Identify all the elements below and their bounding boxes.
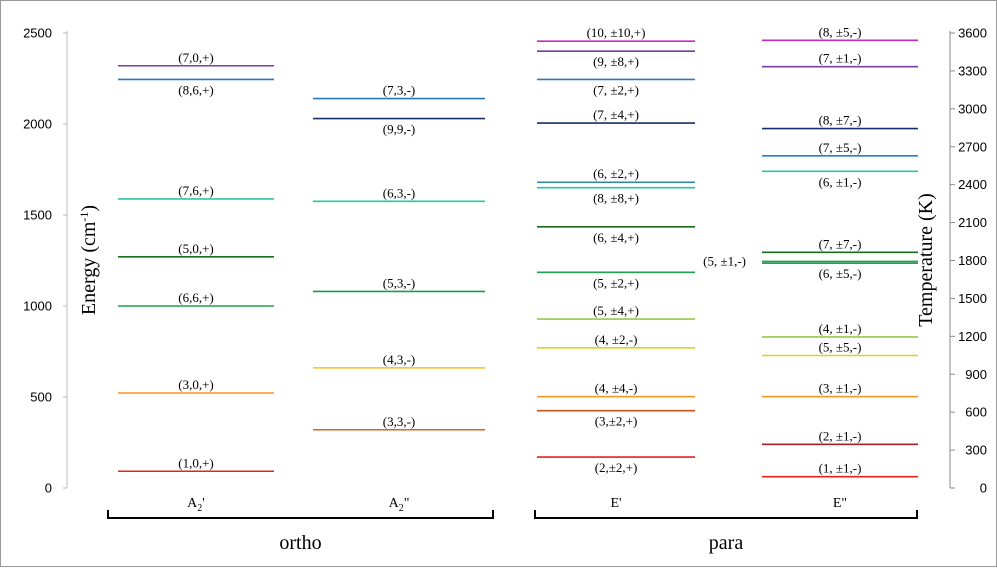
right-tick-label: 600 bbox=[965, 405, 987, 420]
left-tick-label: 2000 bbox=[23, 117, 52, 132]
right-tick-label: 3300 bbox=[958, 63, 987, 78]
group-label: para bbox=[709, 532, 744, 554]
energy-level-label: (7, ±7,-) bbox=[819, 236, 862, 251]
right-axis-title: Temperature (K) bbox=[915, 193, 937, 327]
energy-level-label: (5, ±2,+) bbox=[593, 275, 639, 290]
energy-level-label: (8, ±5,-) bbox=[819, 24, 862, 39]
energy-level-label: (2, ±1,-) bbox=[819, 428, 862, 443]
energy-level-label: (6, ±1,-) bbox=[819, 174, 862, 189]
energy-level-label: (8, ±8,+) bbox=[593, 191, 639, 206]
left-tick-label: 2500 bbox=[23, 26, 52, 41]
energy-level-label: (5,0,+) bbox=[178, 241, 214, 256]
group-bracket bbox=[107, 510, 494, 519]
symmetry-label: E' bbox=[610, 496, 621, 511]
symmetry-label: A2" bbox=[389, 496, 410, 514]
energy-level-label: (7, ±2,+) bbox=[593, 82, 639, 97]
right-tick-label: 3600 bbox=[958, 26, 987, 41]
energy-level-label: (7, ±4,+) bbox=[593, 107, 639, 122]
energy-level-label: (3,0,+) bbox=[178, 377, 214, 392]
energy-level-label: (9,9,-) bbox=[383, 122, 416, 137]
energy-level-label: (6, ±2,+) bbox=[593, 166, 639, 181]
right-tick-label: 0 bbox=[980, 481, 987, 496]
energy-level-label: (1, ±1,-) bbox=[819, 461, 862, 476]
energy-levels: (1,0,+) (3,0,+) (6,6,+) (5,0,+) (7,6,+) (8,6,… bbox=[118, 24, 918, 478]
energy-level-label: (7,0,+) bbox=[178, 50, 214, 65]
right-tick-label: 900 bbox=[965, 367, 987, 382]
right-tick-label: 2100 bbox=[958, 215, 987, 230]
right-tick-label: 2400 bbox=[958, 177, 987, 192]
right-tick-label: 1800 bbox=[958, 253, 987, 268]
symmetry-categories: A2' A2" E' E" bbox=[187, 496, 847, 514]
energy-level-label: (4,3,-) bbox=[383, 352, 416, 367]
left-energy-axis: 0 500 1000 1500 2000 2500 bbox=[23, 26, 68, 496]
energy-level-label: (5, ±4,+) bbox=[593, 303, 639, 318]
energy-level-label: (7,3,-) bbox=[383, 83, 416, 98]
energy-level-label: (4, ±2,-) bbox=[595, 332, 638, 347]
energy-level-label: (2,±2,+) bbox=[595, 460, 638, 475]
energy-level-label: (3, ±1,-) bbox=[819, 381, 862, 396]
energy-level-label: (9, ±8,+) bbox=[593, 54, 639, 69]
energy-level-label: (6,3,-) bbox=[383, 185, 416, 200]
right-tick-label: 300 bbox=[965, 443, 987, 458]
energy-level-label: (5, ±5,-) bbox=[819, 340, 862, 355]
left-tick-label: 0 bbox=[45, 481, 52, 496]
right-tick-label: 2700 bbox=[958, 139, 987, 154]
left-tick-label: 500 bbox=[30, 390, 52, 405]
energy-level-label: (3,±2,+) bbox=[595, 414, 638, 429]
energy-level-label: (7, ±5,-) bbox=[819, 140, 862, 155]
energy-level-label: (1,0,+) bbox=[178, 455, 214, 470]
group-bracket bbox=[534, 510, 918, 519]
right-temperature-axis: 0 300 600 900 1200 1500 1800 2100 2400 2700 3000 33… bbox=[949, 26, 987, 496]
right-tick-label: 3000 bbox=[958, 101, 987, 116]
energy-level-label: (7, ±1,-) bbox=[819, 51, 862, 66]
energy-level-label: (6,6,+) bbox=[178, 290, 214, 305]
spin-groups: ortho para bbox=[107, 510, 918, 554]
right-tick-label: 1200 bbox=[958, 329, 987, 344]
left-tick-label: 1500 bbox=[23, 208, 52, 223]
energy-level-label: (5,3,-) bbox=[383, 275, 416, 290]
symmetry-label: A2' bbox=[187, 496, 205, 514]
energy-level-label: (5, ±1,-) bbox=[703, 253, 746, 268]
energy-level-label: (10, ±10,+) bbox=[587, 25, 646, 40]
symmetry-label: E" bbox=[833, 496, 847, 511]
left-tick-label: 1000 bbox=[23, 299, 52, 314]
energy-level-label: (6, ±4,+) bbox=[593, 230, 639, 245]
energy-level-label: (6, ±5,-) bbox=[819, 266, 862, 281]
energy-level-label: (7,6,+) bbox=[178, 183, 214, 198]
right-tick-label: 1500 bbox=[958, 291, 987, 306]
group-label: ortho bbox=[279, 532, 321, 554]
energy-level-label: (4, ±1,-) bbox=[819, 321, 862, 336]
energy-level-label: (8, ±7,-) bbox=[819, 113, 862, 128]
energy-level-label: (8,6,+) bbox=[178, 82, 214, 97]
energy-level-label: (3,3,-) bbox=[383, 414, 416, 429]
left-axis-title: Energy (cm-1) bbox=[77, 205, 100, 315]
energy-level-label: (4, ±4,-) bbox=[595, 381, 638, 396]
